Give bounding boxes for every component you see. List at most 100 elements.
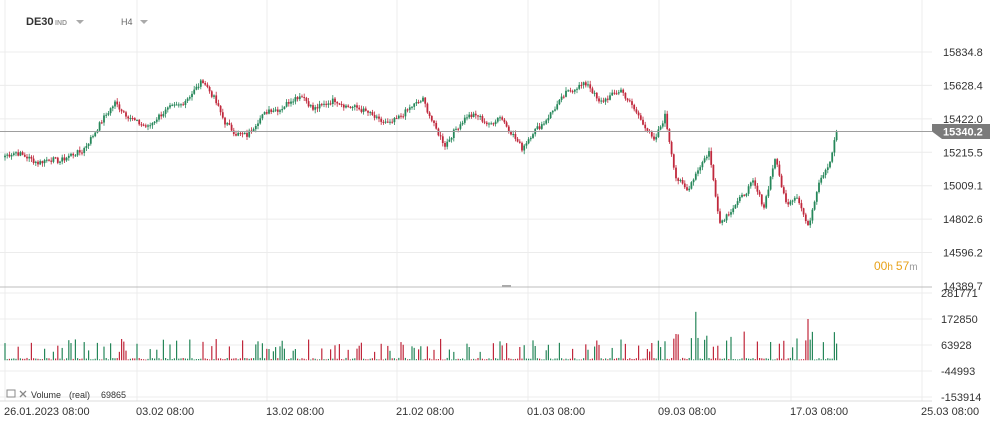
- volume-bar: [121, 338, 123, 361]
- volume-bar: [48, 358, 50, 361]
- volume-bar: [22, 358, 24, 361]
- candle-body: [169, 105, 171, 108]
- volume-bar: [103, 346, 105, 361]
- time-axis[interactable]: 26.01.2023 08:00 03.02 08:00 13.02 08:00 21…: [4, 406, 979, 418]
- volume-bar: [162, 339, 164, 361]
- time-tick-label: 13.02 08:00: [266, 406, 324, 418]
- volume-axis[interactable]: 281771 172850 63928 -44993 -153914: [941, 288, 981, 404]
- volume-bar: [728, 359, 730, 361]
- close-icon[interactable]: [19, 390, 27, 398]
- time-tick-label: 26.01.2023 08:00: [4, 406, 90, 418]
- volume-bar: [334, 345, 336, 361]
- candle-body: [721, 220, 724, 223]
- volume-bar: [30, 342, 32, 361]
- candle-body: [92, 136, 94, 138]
- candle-body: [193, 89, 196, 94]
- volume-bar: [444, 359, 446, 361]
- volume-bar: [8, 358, 10, 361]
- volume-bar: [816, 359, 818, 361]
- volume-bar: [745, 358, 747, 361]
- volume-tick-label: 172850: [941, 314, 978, 326]
- candle-body: [296, 97, 299, 100]
- volume-bar: [380, 343, 382, 361]
- candle-body: [204, 83, 207, 85]
- time-tick-label: 25.03 08:00: [921, 406, 979, 418]
- volume-bar: [39, 359, 41, 361]
- candle-body: [276, 109, 279, 112]
- volume-bar: [393, 358, 395, 361]
- pane-resize-handle[interactable]: [502, 285, 511, 287]
- symbol-label[interactable]: DE30: [26, 16, 54, 28]
- candle-body: [184, 101, 187, 105]
- time-tick-label: 01.03 08:00: [527, 406, 585, 418]
- volume-bar: [424, 358, 426, 361]
- volume-bar: [789, 357, 791, 361]
- candle-body: [622, 89, 625, 93]
- price-axis[interactable]: 15834.8 15628.4 15422.0 15215.5 15009.1 14802…: [943, 47, 983, 293]
- volume-bar: [354, 358, 356, 361]
- candle-body: [787, 202, 790, 205]
- market-label[interactable]: IND: [55, 20, 67, 27]
- candle-body: [52, 157, 55, 162]
- volume-bar: [85, 358, 87, 361]
- candle-body: [800, 203, 803, 209]
- volume-bar: [704, 339, 706, 361]
- candle-body: [100, 122, 103, 124]
- volume-bar: [435, 359, 437, 361]
- volume-bar: [631, 358, 633, 361]
- volume-bar: [275, 347, 277, 361]
- volume-bar: [264, 358, 266, 361]
- settings-icon[interactable]: [6, 389, 16, 398]
- candle-body: [692, 179, 695, 183]
- candle-body: [151, 123, 154, 126]
- volume-bar: [250, 358, 252, 361]
- candle-body: [228, 123, 231, 125]
- volume-bar: [712, 346, 714, 361]
- candle-body: [191, 93, 193, 98]
- candle-body: [774, 159, 776, 169]
- timeframe-label[interactable]: H4: [121, 17, 133, 27]
- candle-body: [28, 156, 31, 159]
- volume-bar: [79, 358, 81, 361]
- candle-body: [397, 115, 400, 119]
- volume-bar: [721, 358, 723, 361]
- volume-bar: [629, 358, 631, 361]
- volume-bar: [627, 359, 629, 361]
- candle-body: [327, 103, 330, 105]
- chevron-down-icon[interactable]: [140, 20, 148, 24]
- volume-bar: [400, 342, 402, 361]
- candle-body: [514, 134, 517, 139]
- candle-body: [521, 142, 523, 151]
- candle-body: [103, 115, 105, 123]
- volume-bar: [68, 340, 70, 361]
- volume-bar: [822, 342, 824, 361]
- candle-body: [716, 196, 719, 212]
- volume-bar: [116, 358, 118, 361]
- candle-body: [646, 128, 649, 131]
- price-tick-label: 15009.1: [943, 181, 983, 193]
- volume-bar: [418, 349, 420, 361]
- volume-bar: [24, 358, 26, 361]
- candle-body: [494, 121, 497, 125]
- candle-body: [309, 105, 312, 107]
- candle-body: [160, 114, 163, 117]
- volume-bar: [180, 358, 182, 361]
- candle-body: [611, 92, 614, 96]
- candle-body: [723, 220, 726, 222]
- volume-bar: [409, 359, 411, 361]
- candle-body: [631, 101, 633, 105]
- candle-body: [620, 89, 622, 93]
- volume-bar: [191, 358, 193, 361]
- candle-body: [602, 100, 605, 102]
- chevron-down-icon[interactable]: [76, 20, 84, 24]
- candle-body: [545, 120, 548, 124]
- candle-body: [188, 97, 191, 99]
- volume-bar: [455, 359, 457, 361]
- candle-body: [809, 220, 812, 226]
- candle-body: [433, 120, 435, 123]
- volume-bar: [781, 358, 783, 361]
- volume-tick-label: -44993: [941, 366, 975, 378]
- candle-body: [835, 132, 838, 141]
